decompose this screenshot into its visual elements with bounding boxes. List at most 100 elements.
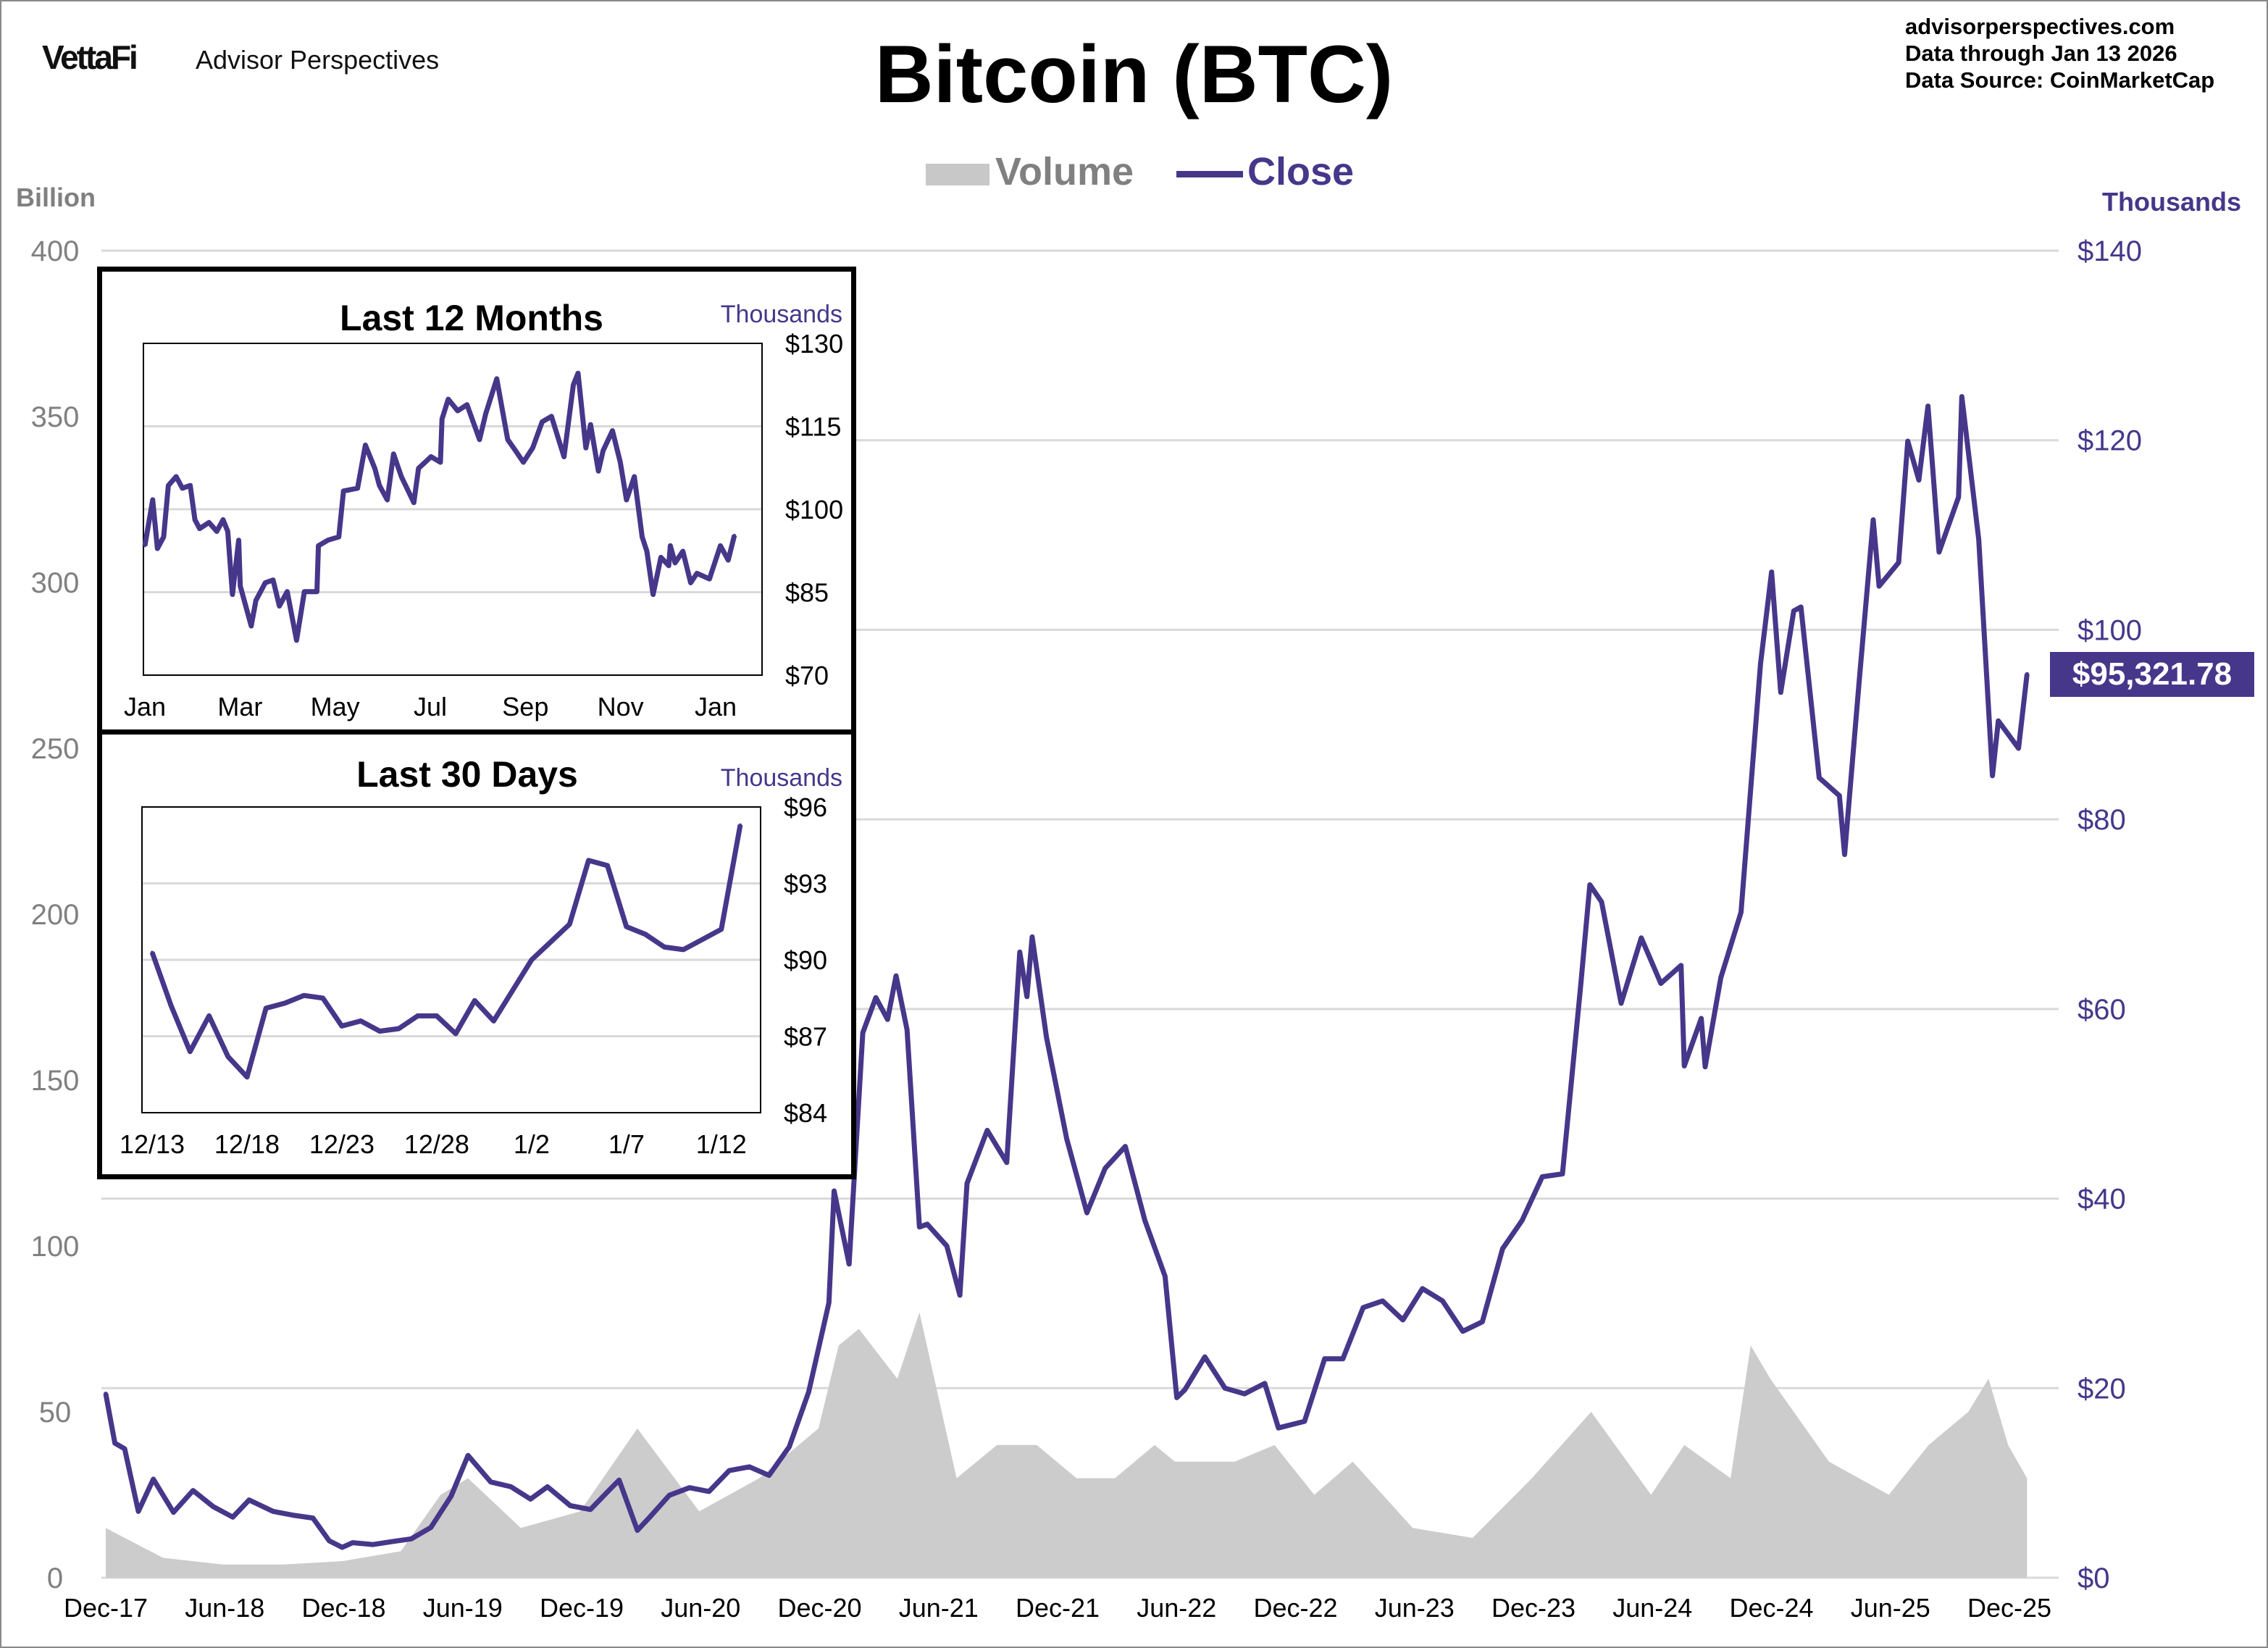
close-point (428, 1525, 433, 1530)
close-point (1976, 538, 1981, 543)
inset-12m-point (640, 535, 644, 539)
inset-12m-point (611, 429, 614, 432)
inset-30d-point (226, 1055, 230, 1058)
close-point (635, 1528, 640, 1533)
close-point (1017, 950, 1022, 955)
inset-12m-point (221, 518, 225, 522)
inset-12m-unit: Thousands (720, 301, 842, 328)
close-point (1905, 439, 1910, 443)
inset-12m-point (624, 498, 628, 501)
inset-30d-point (359, 1019, 363, 1023)
volume-area (106, 1312, 2028, 1578)
inset-12m-point (377, 484, 381, 488)
right-axis-tick-label: $60 (2077, 994, 2126, 1026)
inset-12m-point (589, 423, 593, 427)
close-point (1520, 1218, 1525, 1223)
inset-30d-point (644, 932, 647, 936)
inset-30d-x-tick-label: 12/18 (214, 1129, 280, 1159)
inset-12m-point (550, 414, 553, 418)
close-point (1380, 1298, 1385, 1303)
left-axis-unit: Billion (16, 183, 96, 212)
close-point (1896, 560, 1901, 565)
inset-30d-plot-frame (141, 806, 761, 1113)
close-point (466, 1453, 471, 1458)
inset-12m-point (572, 383, 575, 387)
inset-panel: $130 $115 $100 $85 $70 Jan Mar May Jul Sep Nov Jan $… (97, 267, 856, 1179)
inset-12m-point (667, 564, 671, 567)
close-point (1799, 605, 1804, 609)
inset-12m-point (506, 438, 509, 441)
close-point (874, 995, 879, 1000)
inset-12m-point (417, 467, 420, 470)
inset-30d-point (511, 989, 514, 992)
close-point (104, 1392, 108, 1397)
close-point (246, 1497, 251, 1502)
inset-12m-point (285, 590, 289, 593)
close-point (1400, 1318, 1405, 1323)
inset-30d-point (264, 1006, 268, 1010)
x-axis-tick-label: Dec-25 (1967, 1593, 2051, 1623)
inset-12m-point (364, 443, 367, 447)
inset-12m-point (277, 604, 281, 608)
close-point (1004, 1160, 1009, 1165)
close-point (211, 1504, 216, 1509)
close-point (1202, 1355, 1208, 1360)
close-point (1174, 1395, 1179, 1400)
inset-30d-point (663, 945, 666, 949)
logo-subtitle: Advisor Perspectives (196, 45, 440, 75)
close-point (271, 1509, 276, 1514)
left-axis-tick-label: 300 (31, 567, 80, 599)
close-point (448, 1494, 453, 1499)
close-point (727, 1468, 732, 1473)
inset-12m-point (226, 530, 230, 533)
inset-12m-point (193, 518, 197, 522)
inset-30d-point (587, 858, 590, 862)
right-axis-unit: Thousands (2102, 187, 2242, 217)
close-point (1340, 1356, 1345, 1361)
inset-12m-point (385, 498, 389, 501)
inset-30d-x-tick-label: 12/23 (309, 1129, 374, 1159)
x-axis-tick-label: Jun-18 (185, 1593, 264, 1623)
inset-30d-y-tick-label: $87 (784, 1022, 827, 1052)
close-point (1242, 1392, 1247, 1397)
inset-12m-point (727, 559, 730, 562)
close-point (1658, 981, 1663, 986)
close-point (1857, 682, 1862, 687)
inset-30d-point (700, 937, 704, 941)
inset-30d-point (682, 948, 685, 951)
inset-12m-point (689, 581, 692, 585)
inset-12m-point (632, 475, 636, 478)
inset-12m-point (681, 550, 685, 553)
right-axis-tick-label: $120 (2077, 425, 2142, 457)
inset-12m-point (392, 452, 396, 456)
close-point (370, 1542, 375, 1547)
x-axis-tick-label: Dec-23 (1491, 1593, 1576, 1623)
inset-30d-point (435, 1014, 438, 1018)
close-point (1936, 550, 1941, 555)
inset-30d-point (378, 1029, 382, 1033)
close-point (1871, 517, 1875, 522)
inset-30d-y-tick-label: $90 (784, 945, 827, 975)
close-point (1460, 1329, 1465, 1334)
inset-12m-point (237, 538, 240, 542)
inset-30d-point (188, 1050, 192, 1053)
close-point (917, 1224, 922, 1229)
close-point (1817, 775, 1822, 780)
left-axis-tick-label: 400 (31, 235, 80, 267)
inset-12m-point (531, 446, 535, 450)
inset-12m-point (162, 535, 165, 539)
inset-12m-title: Last 12 Months (340, 298, 603, 338)
close-point (1703, 1064, 1707, 1069)
x-axis-tick-label: Jun-19 (423, 1593, 503, 1623)
inset-12m-point (430, 455, 433, 459)
close-point (311, 1515, 315, 1521)
close-point (1263, 1381, 1267, 1386)
left-axis-tick-label: 50 (39, 1397, 72, 1429)
inset-30d-y-tick-label: $93 (784, 869, 827, 899)
close-point (1738, 910, 1744, 915)
inset-12m-point (562, 455, 566, 459)
inset-30d-point (170, 1004, 173, 1008)
inset-12m-point (151, 498, 154, 501)
close-point (787, 1444, 792, 1450)
inset-30d-unit: Thousands (720, 764, 842, 792)
